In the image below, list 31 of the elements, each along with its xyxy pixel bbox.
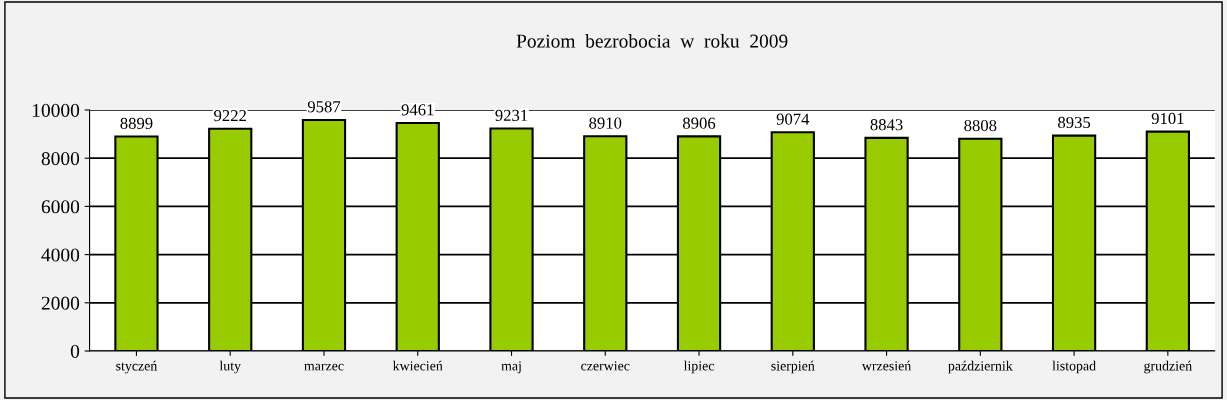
data-label: 9461	[401, 104, 434, 116]
data-label: 8899	[120, 117, 153, 129]
y-tick-label: 10000	[32, 103, 80, 117]
chart-title: Poziom bezrobocia w roku 2009	[516, 34, 788, 48]
data-label: 8910	[589, 117, 622, 129]
x-tick-label: maj	[501, 361, 521, 374]
data-label: 9587	[307, 101, 341, 113]
data-label: 8935	[1058, 116, 1091, 129]
y-tick-label: 0	[70, 344, 80, 358]
x-tick-label: styczeń	[116, 360, 158, 374]
x-tick-label: luty	[219, 360, 241, 374]
y-tick-label: 8000	[41, 152, 80, 166]
x-tick-label: listopad	[1052, 360, 1096, 374]
x-tick-label: wrzesień	[861, 360, 912, 371]
x-tick-label: czerwiec	[581, 361, 630, 371]
y-tick-label: 4000	[41, 248, 80, 262]
data-label: 8906	[683, 117, 716, 129]
data-label: 8843	[870, 119, 903, 131]
data-label: 9101	[1151, 112, 1184, 125]
x-tick-label: grudzień	[1144, 360, 1192, 374]
data-label: 9074	[776, 113, 810, 125]
x-tick-label: marzec	[304, 363, 344, 371]
y-tick-label: 2000	[41, 296, 80, 310]
data-label: 9231	[495, 109, 528, 121]
x-tick-label: październik	[948, 360, 1013, 374]
x-tick-label: sierpień	[771, 360, 815, 374]
data-label: 9222	[214, 110, 246, 122]
y-tick-label: 6000	[41, 200, 80, 214]
x-tick-label: lipiec	[683, 360, 715, 374]
x-tick-label: kwiecień	[392, 360, 443, 371]
data-label: 8808	[964, 119, 997, 132]
